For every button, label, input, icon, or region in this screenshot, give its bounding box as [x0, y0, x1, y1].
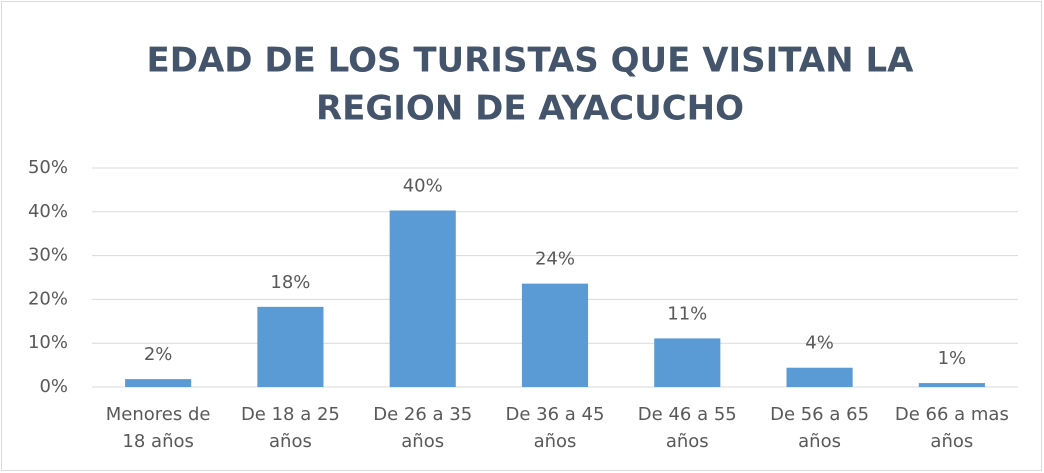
x-tick-label-box: De 66 a mas años [894, 404, 1009, 452]
x-tick-label: De 36 a 45 años [505, 404, 605, 452]
x-tick-label: De 26 a 35 años [373, 404, 473, 452]
data-label: 1% [938, 348, 967, 369]
data-label: 24% [535, 249, 575, 270]
data-label: 4% [805, 333, 834, 354]
bar [521, 283, 589, 387]
x-tick-label-box: De 56 a 65 años [770, 404, 870, 452]
y-tick-label: 20% [28, 288, 68, 309]
chart-title: EDAD DE LOS TURISTAS QUE VISITAN LA [147, 41, 915, 81]
bar [918, 383, 985, 387]
data-label: 18% [270, 272, 310, 293]
y-tick-label: 0% [39, 376, 68, 397]
data-label: 40% [403, 175, 443, 196]
bar [125, 379, 192, 387]
data-label: 11% [667, 303, 707, 324]
chart-title: REGION DE AYACUCHO [316, 89, 744, 129]
data-label: 2% [144, 344, 173, 365]
y-tick-label: 40% [28, 201, 68, 222]
y-tick-label: 30% [28, 245, 68, 266]
x-tick-label: De 66 a mas años [894, 404, 1009, 452]
x-tick-label: De 18 a 25 años [240, 404, 340, 452]
x-tick-label-box: Menores de 18 años [105, 404, 211, 452]
y-tick-label: 10% [28, 332, 68, 353]
x-tick-label-box: De 36 a 45 años [505, 404, 605, 452]
y-tick-label: 50% [28, 157, 68, 178]
x-tick-label-box: De 26 a 35 años [373, 404, 473, 452]
x-tick-label-box: De 46 a 55 años [637, 404, 737, 452]
bar [786, 367, 853, 387]
x-tick-label: De 46 a 55 años [637, 404, 737, 452]
x-tick-label: Menores de 18 años [105, 404, 211, 452]
bar [654, 338, 721, 387]
bar [257, 306, 324, 387]
bar [389, 210, 456, 387]
x-tick-label: De 56 a 65 años [770, 404, 870, 452]
x-tick-label-box: De 18 a 25 años [240, 404, 340, 452]
